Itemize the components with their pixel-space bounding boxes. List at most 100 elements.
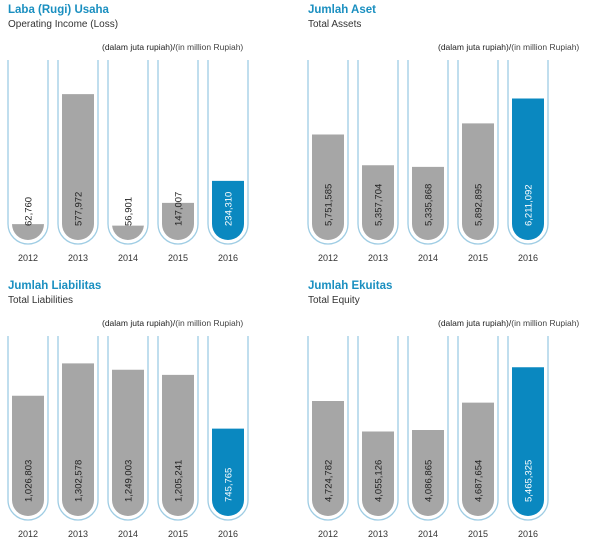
bar-group: 4,687,654 2015	[457, 336, 499, 539]
tube-outline	[207, 336, 249, 521]
bar	[212, 180, 244, 240]
value-label: 5,357,704	[374, 184, 385, 226]
category-label: 2016	[218, 253, 238, 263]
bar	[412, 430, 444, 516]
tube-outline	[7, 336, 49, 521]
bar	[462, 123, 494, 240]
value-label: 5,751,585	[324, 184, 335, 226]
tube-outline	[457, 60, 499, 245]
bar	[162, 202, 194, 240]
category-label: 2013	[368, 529, 388, 539]
bar	[162, 374, 194, 516]
bar	[212, 428, 244, 516]
bar	[412, 166, 444, 240]
panel-total-liabilities: Jumlah Liabilitas Total Liabilities (dal…	[2, 276, 302, 548]
tube-outline	[357, 60, 399, 245]
chart-title: Jumlah Liabilitas	[8, 280, 102, 292]
value-label: 6,211,092	[524, 184, 535, 226]
tube-outline	[407, 60, 449, 245]
bar	[512, 367, 544, 516]
bar-group: 1,205,241 2015	[157, 336, 199, 539]
category-label: 2012	[18, 529, 38, 539]
bar	[312, 134, 344, 240]
category-label: 2014	[418, 253, 438, 263]
bar-group: 1,302,578 2013	[57, 336, 99, 539]
bar	[62, 363, 94, 516]
tube-outline	[107, 60, 149, 245]
bar	[312, 400, 344, 516]
category-label: 2015	[168, 529, 188, 539]
category-label: 2016	[218, 529, 238, 539]
bar-group: 147,007 2015	[157, 60, 199, 263]
bar	[362, 165, 394, 240]
value-label: 577,972	[74, 192, 85, 226]
value-label: 4,724,782	[324, 460, 335, 502]
bar-group: 577,972 2013	[57, 60, 99, 263]
category-label: 2012	[318, 529, 338, 539]
tube-outline	[307, 60, 349, 245]
bar	[12, 224, 44, 241]
tube-outline	[157, 336, 199, 521]
bar-group: 5,892,895 2015	[457, 60, 499, 263]
value-label: 1,302,578	[74, 460, 85, 502]
bar-chart: 5,751,585 2012 5,357,704 2013 5,335,868 2014 5…	[307, 60, 549, 263]
bar-group: 745,765 2016	[207, 336, 249, 539]
unit-label: (dalam juta rupiah)/(in million Rupiah)	[102, 42, 243, 52]
panel-operating-income: Laba (Rugi) Usaha Operating Income (Loss…	[2, 0, 302, 272]
unit-label-id: (dalam juta rupiah)/	[438, 42, 512, 52]
chart-title: Laba (Rugi) Usaha	[8, 4, 109, 16]
value-label: 1,249,003	[124, 460, 135, 502]
tube-outline	[507, 336, 549, 521]
chart-subtitle: Total Assets	[308, 19, 362, 30]
panel-total-assets: Jumlah Aset Total Assets (dalam juta rup…	[302, 0, 602, 272]
unit-label: (dalam juta rupiah)/(in million Rupiah)	[438, 318, 579, 328]
category-label: 2014	[418, 529, 438, 539]
bar-group: 62,760 2012	[7, 60, 49, 263]
tube-outline	[357, 336, 399, 521]
category-label: 2014	[118, 529, 138, 539]
value-label: 56,901	[124, 197, 135, 226]
category-label: 2015	[168, 253, 188, 263]
value-label: 1,205,241	[174, 460, 185, 502]
value-label: 147,007	[174, 192, 185, 226]
category-label: 2013	[368, 253, 388, 263]
bar	[462, 402, 494, 516]
bar-group: 4,055,126 2013	[357, 336, 399, 539]
unit-label: (dalam juta rupiah)/(in million Rupiah)	[438, 42, 579, 52]
value-label: 4,086,865	[424, 460, 435, 502]
chart-subtitle: Operating Income (Loss)	[8, 19, 119, 30]
tube-outline	[457, 336, 499, 521]
chart-subtitle: Total Liabilities	[8, 295, 74, 306]
category-label: 2015	[468, 529, 488, 539]
value-label: 1,026,803	[24, 460, 35, 502]
tube-outline	[107, 336, 149, 521]
value-label: 745,765	[224, 468, 235, 502]
category-label: 2016	[518, 529, 538, 539]
category-label: 2012	[318, 253, 338, 263]
tube-outline	[7, 60, 49, 245]
bar-group: 1,026,803 2012	[7, 336, 49, 539]
value-label: 234,310	[224, 192, 235, 226]
unit-label-en: (in million Rupiah)	[511, 42, 580, 52]
tube-outline	[157, 60, 199, 245]
bar-chart: 4,724,78220124,055,12620134,086,86520144…	[307, 336, 549, 539]
bar-chart: 62,760 2012 577,972 2013 56,901 2014 147,007 20…	[7, 60, 249, 263]
value-label: 5,335,868	[424, 184, 435, 226]
bar-group: 234,310 2016	[207, 60, 249, 263]
category-label: 2015	[468, 253, 488, 263]
bar	[112, 225, 144, 240]
bar	[362, 431, 394, 516]
tube-outline	[407, 336, 449, 521]
bar-group: 6,211,092 2016	[507, 60, 549, 263]
category-label: 2013	[68, 253, 88, 263]
bar	[62, 94, 94, 240]
unit-label-en: (in million Rupiah)	[175, 318, 244, 328]
chart-title: Jumlah Aset	[308, 4, 376, 16]
bar	[512, 98, 544, 240]
unit-label-id: (dalam juta rupiah)/	[102, 318, 176, 328]
value-label: 5,465,325	[524, 460, 535, 502]
bar-group: 4,086,865 2014	[407, 336, 449, 539]
panel-total-equity: Jumlah Ekuitas Total Equity (dalam juta …	[302, 276, 602, 548]
value-label: 5,892,895	[474, 184, 485, 226]
